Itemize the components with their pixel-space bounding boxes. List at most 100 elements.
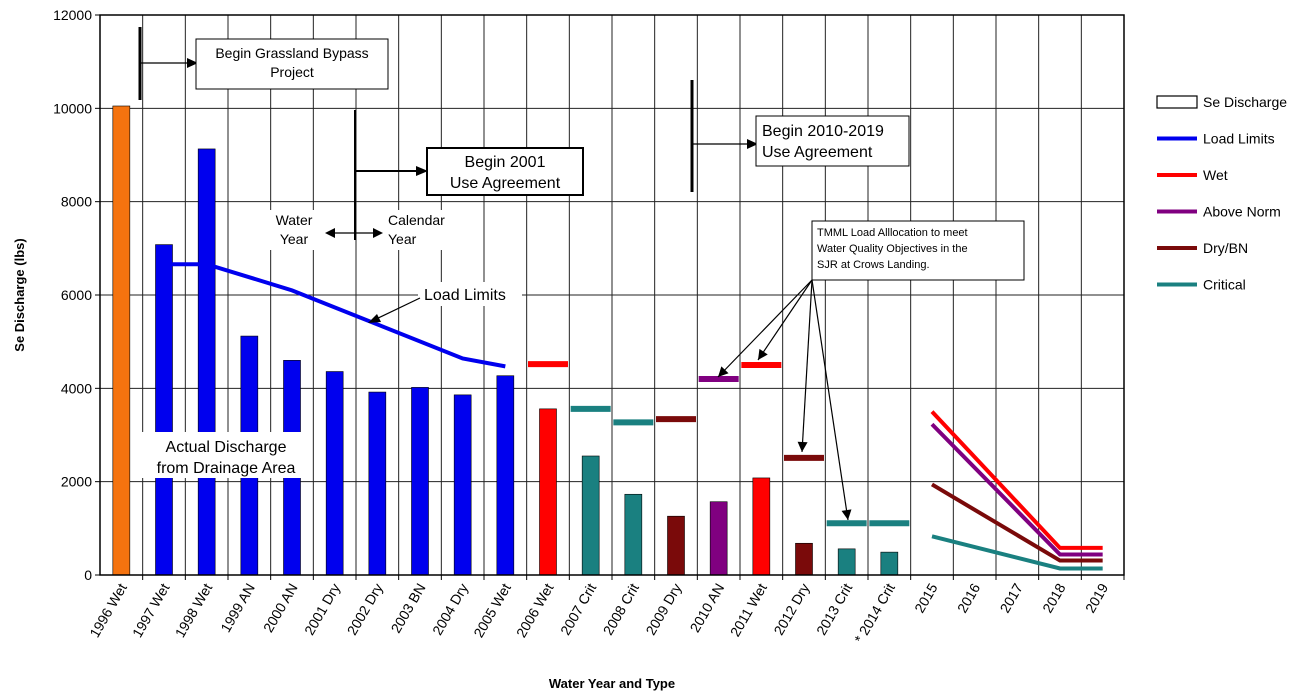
use2010-label: Begin 2010-2019 bbox=[762, 123, 884, 140]
bar-2012-dry bbox=[795, 542, 813, 576]
x-tick-label: 1997 Wet bbox=[129, 580, 173, 640]
load-limits-label: Load Limits bbox=[424, 287, 506, 304]
actual-discharge-label: Actual Discharge bbox=[166, 439, 287, 456]
bar-1996-wet bbox=[112, 105, 131, 576]
tmml-label: TMML Load Alllocation to meet bbox=[817, 227, 968, 239]
tmml-pointer bbox=[717, 279, 813, 378]
arrow-head bbox=[187, 58, 198, 68]
bar-2006-wet bbox=[539, 408, 557, 576]
arrow-head bbox=[797, 441, 808, 452]
y-tick-label: 0 bbox=[84, 567, 92, 583]
series-line-dry-bn bbox=[930, 482, 1103, 563]
x-tick-label: 2001 Dry bbox=[301, 581, 343, 638]
tmml-pointer bbox=[811, 279, 849, 521]
annotations-layer: Begin Grassland Bypass Project Begin 2001 U… bbox=[138, 27, 1025, 521]
actual-discharge-bg bbox=[140, 432, 312, 478]
x-tick-label: 2019 bbox=[1082, 580, 1112, 615]
legend-label: Se Discharge bbox=[1203, 94, 1287, 110]
tmml-label: SJR at Crows Landing. bbox=[817, 259, 930, 271]
y-tick-label: 2000 bbox=[61, 474, 92, 490]
bar-2002-dry bbox=[368, 391, 387, 576]
x-tick-label: 2016 bbox=[954, 580, 984, 615]
use2001-label: Use Agreement bbox=[450, 175, 561, 192]
water-year-label: Water bbox=[276, 212, 313, 228]
use2001-label: Begin 2001 bbox=[465, 154, 546, 171]
bar-2003-bn bbox=[411, 387, 429, 576]
water-year-label: Year bbox=[280, 231, 309, 247]
x-tick-label: 2003 BN bbox=[387, 581, 428, 636]
x-tick-label: 2009 Dry bbox=[642, 581, 684, 638]
bar-2010-an bbox=[709, 501, 728, 576]
x-tick-label: * 2014 Crit bbox=[851, 580, 898, 645]
arrow-head bbox=[373, 228, 383, 238]
bar-2007-crit bbox=[581, 455, 600, 576]
y-axis-title: Se Discharge (lbs) bbox=[12, 238, 27, 351]
calendar-year-label: Year bbox=[388, 231, 417, 247]
load-limits-pointer bbox=[371, 297, 421, 322]
use2001-box bbox=[426, 147, 584, 196]
bar-2011-wet bbox=[752, 477, 771, 576]
y-tick-label: 10000 bbox=[53, 100, 92, 116]
x-tick-label: 2004 Dry bbox=[429, 581, 471, 638]
tmml-pointer bbox=[757, 279, 813, 361]
bar-2008-crit bbox=[624, 493, 643, 576]
bar-2013-crit bbox=[837, 548, 856, 576]
legend-label: Wet bbox=[1203, 167, 1228, 183]
calendar-year-bg bbox=[383, 210, 453, 250]
arrow-head bbox=[416, 166, 428, 176]
bar-2001-dry bbox=[325, 371, 344, 576]
legend-swatch-box bbox=[1156, 95, 1198, 109]
x-tick-label: 2011 Wet bbox=[727, 580, 770, 639]
legend-label: Above Norm bbox=[1203, 204, 1281, 220]
arrow-head bbox=[747, 139, 758, 149]
x-tick-label: 2012 Dry bbox=[770, 581, 812, 638]
grassland-label: Project bbox=[270, 64, 314, 80]
x-tick-label: 2008 Crit bbox=[600, 580, 642, 637]
y-tick-label: 12000 bbox=[53, 7, 92, 23]
legend-label: Critical bbox=[1203, 277, 1246, 293]
arrow-head bbox=[325, 228, 335, 238]
grassland-box bbox=[195, 38, 389, 90]
arrow-head bbox=[758, 348, 768, 360]
arrow-head bbox=[841, 509, 852, 520]
use2010-box bbox=[755, 115, 910, 167]
bar-1998-wet bbox=[197, 148, 216, 576]
bar-1997-wet bbox=[155, 244, 173, 576]
x-tick-label: 2002 Dry bbox=[344, 581, 386, 638]
y-tick-label: 4000 bbox=[61, 380, 92, 396]
bar-2005-wet bbox=[496, 375, 515, 576]
actual-discharge-label: from Drainage Area bbox=[157, 460, 296, 477]
legend-label: Load Limits bbox=[1203, 131, 1275, 147]
x-tick-label: 2007 Crit bbox=[557, 580, 599, 637]
water-year-bg bbox=[266, 210, 322, 250]
x-tick-label: 1999 AN bbox=[217, 581, 258, 636]
lines-layer bbox=[164, 262, 1103, 571]
bar-2004-dry bbox=[453, 394, 472, 576]
x-tick-label: 2010 AN bbox=[687, 581, 728, 636]
x-tick-label: 2017 bbox=[996, 580, 1026, 615]
x-tick-label: 1998 Wet bbox=[172, 580, 216, 640]
x-tick-label: 2000 AN bbox=[260, 581, 301, 636]
load-limits-line bbox=[164, 262, 506, 369]
use2010-label: Use Agreement bbox=[762, 144, 873, 161]
grassland-label: Begin Grassland Bypass bbox=[215, 45, 368, 61]
calendar-year-label: Calendar bbox=[388, 212, 445, 228]
x-tick-label: 2006 Wet bbox=[513, 580, 557, 640]
axes-layer: 0 2000 4000 6000 8000 10000 12000 1996 Wet1997 … bbox=[12, 7, 1125, 691]
bar-2009-dry bbox=[667, 515, 685, 576]
legend-label: Dry/BN bbox=[1203, 240, 1248, 256]
legend: Se Discharge Load Limits Wet Above Norm Dry/… bbox=[1156, 94, 1287, 293]
y-tick-label: 8000 bbox=[61, 194, 92, 210]
x-axis-title: Water Year and Type bbox=[549, 676, 675, 691]
y-tick-label: 6000 bbox=[61, 287, 92, 303]
series-line-wet bbox=[930, 410, 1103, 550]
load-limits-label-bg bbox=[418, 282, 522, 306]
series-line-critical bbox=[931, 534, 1103, 571]
x-tick-label: 2018 bbox=[1039, 580, 1069, 615]
tmml-pointer bbox=[801, 279, 813, 453]
arrow-head bbox=[368, 314, 381, 323]
bars-layer bbox=[112, 105, 899, 576]
grid-layer bbox=[100, 15, 1124, 575]
tmml-box bbox=[811, 220, 1025, 281]
